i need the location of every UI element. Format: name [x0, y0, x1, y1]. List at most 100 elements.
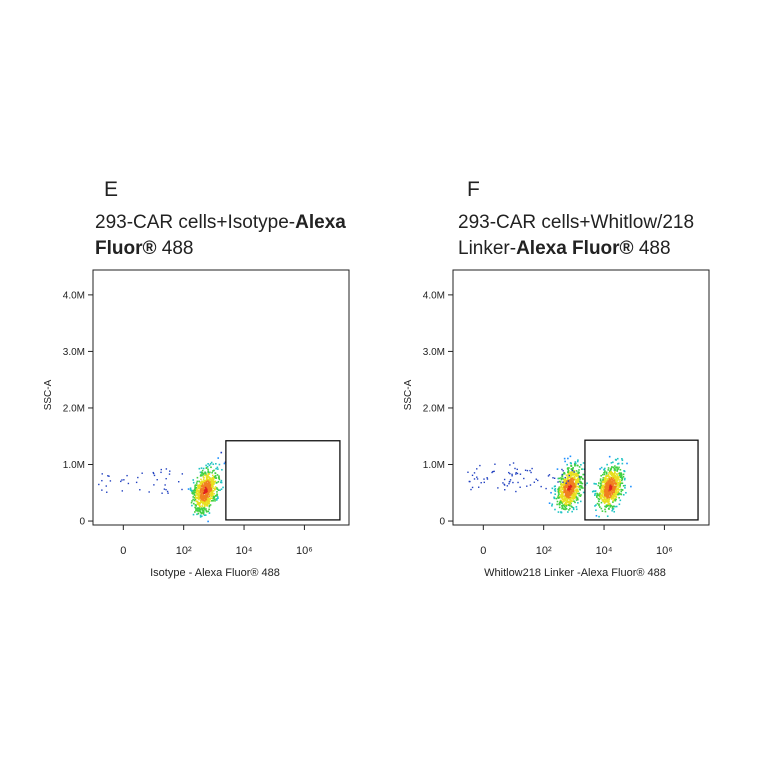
event-dot — [607, 501, 610, 503]
event-dot — [181, 473, 184, 475]
event-dot — [563, 487, 565, 489]
event-dot — [203, 505, 206, 508]
event-dot — [602, 477, 605, 479]
event-dot — [620, 474, 623, 476]
event-dot — [558, 488, 561, 491]
event-dot — [529, 469, 531, 472]
event-dot — [526, 469, 529, 472]
event-dot — [604, 510, 607, 513]
event-dot — [564, 476, 566, 479]
event-dot — [618, 476, 620, 478]
event-dot — [198, 480, 200, 483]
event-dot — [205, 464, 207, 467]
event-dot — [476, 468, 478, 470]
event-dot — [570, 468, 573, 470]
event-dot — [613, 494, 616, 496]
event-dot — [579, 482, 582, 484]
event-dot — [563, 457, 566, 460]
event-dot — [556, 500, 559, 503]
event-dot — [199, 491, 202, 493]
event-dot — [215, 482, 218, 484]
event-dot — [508, 482, 510, 485]
event-dot — [197, 495, 200, 498]
event-dot — [603, 481, 605, 484]
event-dot — [208, 480, 211, 482]
event-dot — [493, 470, 495, 473]
event-dot — [568, 474, 570, 477]
event-dot — [205, 508, 207, 510]
event-dot — [208, 477, 211, 480]
event-dot — [486, 477, 488, 479]
event-dot — [568, 467, 570, 469]
event-dot — [565, 495, 567, 497]
event-dot — [599, 468, 601, 470]
event-dot — [567, 481, 569, 484]
event-dot — [580, 482, 583, 485]
cell-population — [98, 451, 227, 523]
event-dot — [606, 501, 609, 503]
event-dot — [204, 508, 206, 511]
event-dot — [214, 475, 217, 477]
event-dot — [567, 493, 569, 496]
event-dot — [200, 485, 203, 488]
event-dot — [612, 475, 615, 477]
event-dot — [553, 489, 556, 491]
event-dot — [567, 471, 569, 474]
event-dot — [609, 471, 611, 473]
event-dot — [571, 467, 574, 470]
event-dot — [201, 499, 203, 501]
event-dot — [610, 462, 613, 464]
event-dot — [598, 500, 600, 503]
event-dot — [610, 468, 612, 471]
event-dot — [195, 491, 197, 494]
event-dot — [214, 500, 216, 502]
event-dot — [205, 498, 208, 501]
event-dot — [568, 491, 571, 494]
event-dot — [205, 495, 208, 497]
title-segment: Alexa — [295, 212, 346, 233]
event-dot — [613, 469, 616, 471]
event-dot — [211, 493, 214, 496]
event-dot — [600, 487, 602, 490]
event-dot — [565, 501, 567, 504]
event-dot — [202, 494, 205, 496]
event-dot — [574, 478, 577, 481]
event-dot — [577, 485, 579, 488]
event-dot — [563, 472, 566, 475]
event-dot — [511, 475, 513, 477]
event-dot — [561, 483, 563, 486]
event-dot — [547, 475, 550, 477]
event-dot — [205, 485, 208, 488]
event-dot — [615, 491, 618, 494]
event-dot — [614, 485, 617, 488]
event-dot — [205, 496, 208, 498]
event-dot — [204, 514, 207, 516]
event-dot — [101, 473, 103, 475]
event-dot — [621, 489, 624, 491]
event-dot — [211, 489, 214, 492]
event-dot — [576, 479, 578, 482]
event-dot — [195, 490, 198, 493]
event-dot — [607, 478, 609, 480]
event-dot — [572, 485, 575, 487]
event-dot — [577, 478, 580, 481]
event-dot — [213, 469, 215, 472]
event-dot — [568, 493, 571, 495]
event-dot — [599, 479, 602, 482]
event-dot — [604, 483, 606, 486]
event-dot — [620, 493, 623, 496]
event-dot — [601, 484, 604, 487]
event-dot — [198, 486, 201, 488]
event-dot — [566, 499, 568, 502]
event-dot — [511, 473, 513, 476]
event-dot — [516, 468, 518, 471]
event-dot — [217, 468, 219, 470]
event-dot — [200, 500, 203, 503]
event-dot — [569, 498, 572, 501]
event-dot — [561, 492, 564, 495]
event-dot — [610, 482, 612, 485]
event-dot — [208, 505, 211, 508]
event-dot — [201, 493, 203, 495]
panel-title: 293-CAR cells+Whitlow/218 — [458, 212, 694, 233]
event-dot — [212, 496, 215, 498]
